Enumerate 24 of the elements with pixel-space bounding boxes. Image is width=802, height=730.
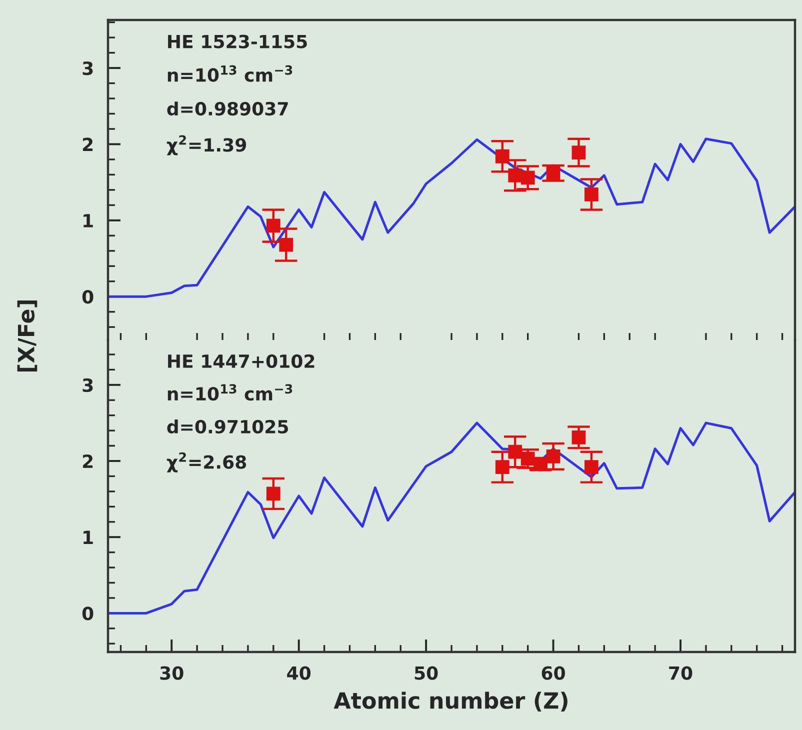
y-tick-label: 3: [82, 61, 93, 76]
y-tick-label: 0: [82, 606, 94, 620]
annotation: χ$^{2}$=2.68: [166, 452, 246, 472]
annotation: d=0.989037: [167, 102, 288, 116]
annotation: n=10$^{13}$ cm$^{−3}$: [168, 65, 292, 82]
x-tick-label: 70: [669, 666, 692, 680]
x-tick-label: 30: [160, 666, 184, 680]
x-tick-label: 40: [287, 666, 311, 680]
y-tick-label: 2: [82, 138, 93, 152]
y-tick-label: 1: [84, 530, 93, 544]
annotation: d=0.971025: [167, 420, 288, 434]
x-tick-label: 50: [414, 666, 438, 680]
x-tick-label: 60: [542, 666, 565, 680]
annotation: χ$^{2}$=1.39: [166, 135, 246, 156]
y-tick-label: 0: [82, 290, 94, 304]
y-axis-title: [X/Fe]: [17, 300, 38, 372]
y-tick-label: 3: [82, 378, 93, 392]
y-tick-label: 1: [84, 214, 93, 228]
line-series: [108, 422, 795, 614]
annotation: n=10$^{13}$ cm$^{−3}$: [168, 384, 292, 401]
annotation: HE 1447+0102: [168, 354, 314, 368]
annotation: HE 1523-1155: [168, 34, 307, 48]
y-tick-label: 2: [82, 454, 93, 468]
x-axis-title: Atomic number (Z): [334, 692, 568, 712]
